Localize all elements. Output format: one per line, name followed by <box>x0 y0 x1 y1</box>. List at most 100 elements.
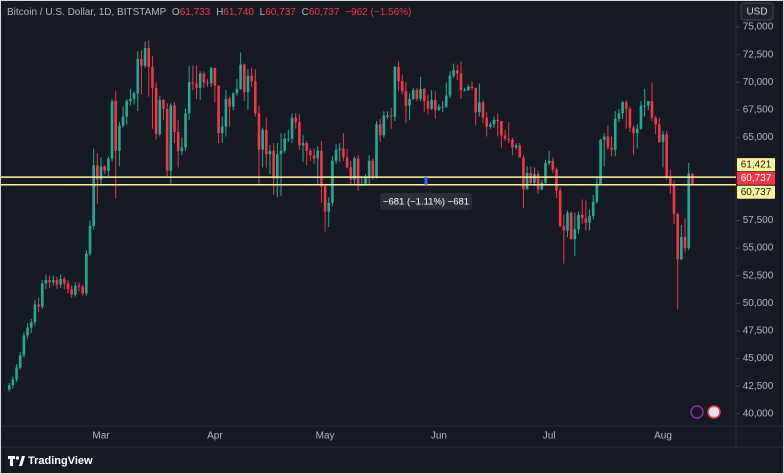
candle-body <box>558 190 562 226</box>
candle-body <box>639 105 643 129</box>
candle-body <box>478 102 481 113</box>
candle-body <box>92 165 95 226</box>
symbol-legend: Bitcoin / U.S. Dollar, 1D, BITSTAMP O61,… <box>7 7 411 18</box>
currency-label[interactable]: USD <box>746 7 767 18</box>
candle-body <box>345 157 349 168</box>
candle-body <box>154 87 158 135</box>
ohlc-key: C <box>302 7 309 18</box>
y-tick-label: 45,000 <box>743 353 774 364</box>
candle-body <box>121 116 125 126</box>
y-tick-label: 42,500 <box>743 381 774 392</box>
candle-body <box>680 237 683 260</box>
candle-body <box>555 169 558 191</box>
candle-body <box>338 148 342 150</box>
y-tick-label: 40,000 <box>743 408 774 419</box>
candle-body <box>349 167 353 180</box>
candle-body <box>573 229 577 240</box>
flag-icon[interactable] <box>707 405 721 419</box>
candle-body <box>169 105 173 171</box>
candle-body <box>77 285 81 287</box>
candle-body <box>276 154 279 179</box>
brand: TradingView <box>28 455 93 467</box>
candle-body <box>209 67 213 84</box>
candle-body <box>448 75 452 96</box>
candle-body <box>676 213 679 260</box>
candle-body <box>158 100 162 135</box>
candle-body <box>110 101 114 159</box>
candle-body <box>404 91 408 106</box>
level-label: 60,737 <box>741 187 772 198</box>
candle-body <box>96 165 99 180</box>
logo-part <box>19 456 25 466</box>
candle-body <box>511 139 514 148</box>
candle-body <box>635 128 639 134</box>
candle-body <box>235 88 239 94</box>
candle-body <box>507 138 511 140</box>
candle-body <box>672 185 676 214</box>
candle-body <box>481 102 485 118</box>
price-tag <box>737 171 775 185</box>
candle-body <box>176 132 180 151</box>
candle-body <box>309 150 312 156</box>
candle-body <box>621 102 624 114</box>
candle-body <box>474 87 477 113</box>
ohlc-value: 60,737 <box>309 7 340 18</box>
candle-body <box>411 90 415 99</box>
candle-body <box>261 129 264 150</box>
candle-body <box>580 214 584 219</box>
candle-body <box>114 101 118 151</box>
candle-body <box>610 147 613 150</box>
candle-body <box>228 98 231 107</box>
candle-body <box>191 82 195 84</box>
candle-body <box>658 124 661 142</box>
ohlc-key: H <box>216 7 223 18</box>
currency-button[interactable] <box>740 2 774 21</box>
candle-body <box>206 82 209 84</box>
candle-body <box>367 160 371 177</box>
ohlc-key: O <box>172 7 180 18</box>
candle-body <box>22 335 26 356</box>
candle-body <box>312 155 316 159</box>
candle-body <box>287 138 290 140</box>
candle-body <box>18 355 22 368</box>
candle-body <box>213 67 217 86</box>
candle-body <box>301 143 305 146</box>
candle-body <box>48 280 51 283</box>
alert-icon[interactable] <box>690 405 704 419</box>
measure-marker <box>424 177 428 185</box>
candle-body <box>364 176 367 184</box>
candle-body <box>279 150 283 155</box>
candle-body <box>522 157 525 190</box>
candle-body <box>342 148 345 158</box>
candle-body <box>661 134 665 142</box>
candle-body <box>496 119 500 122</box>
candle-body <box>40 283 44 307</box>
candle-body <box>599 139 602 184</box>
candle-body <box>551 160 555 170</box>
candle-body <box>224 98 228 127</box>
candle-body <box>62 279 66 284</box>
candle-body <box>602 136 606 140</box>
candle-body <box>500 121 503 136</box>
candle-body <box>415 90 419 99</box>
x-tick-label: Jul <box>543 431 556 442</box>
candle-body <box>66 283 70 289</box>
candle-body <box>400 81 404 92</box>
candle-body <box>470 86 474 88</box>
candle-body <box>588 216 591 223</box>
y-tick-label: 75,000 <box>743 22 774 33</box>
candle-body <box>231 93 235 107</box>
x-tick-label: May <box>316 431 335 442</box>
candle-body <box>198 73 202 88</box>
candle-body <box>246 75 250 93</box>
candle-body <box>386 115 389 117</box>
candle-body <box>33 304 37 323</box>
candle-body <box>147 48 151 67</box>
candle-body <box>452 70 455 76</box>
candle-body <box>467 86 470 91</box>
candle-body <box>253 81 257 114</box>
candle-body <box>140 59 143 66</box>
candle-body <box>606 136 610 148</box>
candle-body <box>265 129 268 155</box>
candle-body <box>187 82 191 114</box>
